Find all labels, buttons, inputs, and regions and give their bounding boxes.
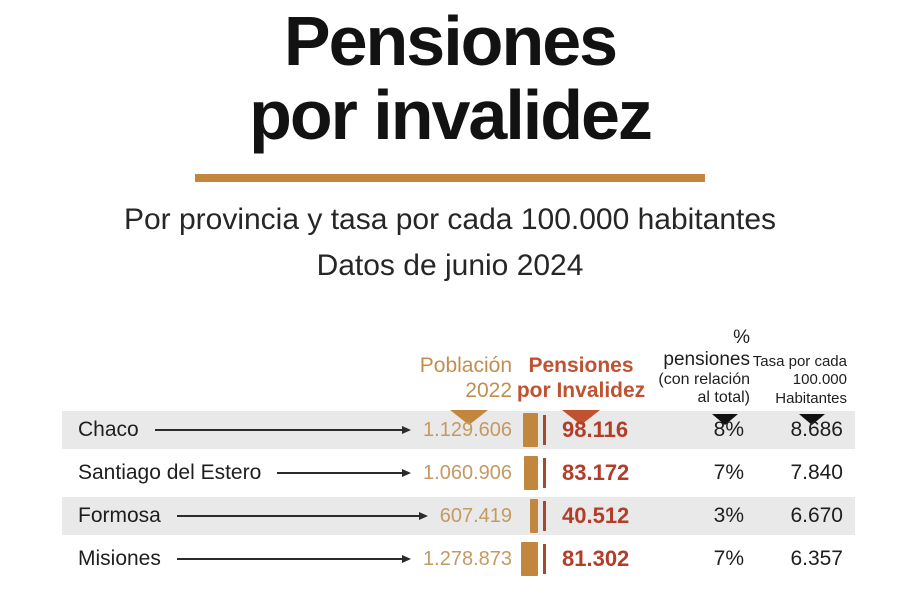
pensions-value: 81.302	[562, 546, 630, 572]
table-row-santiago-del-estero: Santiago del Estero 1.060.906 83.172 7% …	[62, 454, 855, 492]
population-bar-cell	[512, 540, 538, 578]
province-cell: Santiago del Estero 1.060.906	[62, 454, 512, 492]
column-header-percent: % pensiones (con relación al total)	[650, 327, 750, 425]
pointer-arrow-icon	[176, 512, 428, 521]
rate-header-line2: 100.000	[792, 371, 847, 389]
pensions-header-line2: por Invalidez	[516, 379, 646, 403]
pointer-arrow-icon	[176, 555, 412, 564]
population-header-line2: 2022	[465, 379, 512, 403]
population-value: 1.129.606	[423, 418, 512, 441]
title-underline	[195, 174, 705, 183]
pension-tick	[542, 544, 546, 575]
percent-value: 3%	[713, 504, 744, 528]
province-cell: Chaco 1.129.606	[62, 411, 512, 449]
rate-header-line3: Habitantes	[775, 389, 847, 407]
population-bar	[524, 456, 538, 491]
province-name: Formosa	[78, 504, 161, 528]
pensions-header-line1: Pensiones	[528, 354, 634, 378]
province-cell: Formosa 607.419	[62, 497, 512, 535]
rate-value: 6.670	[790, 504, 843, 528]
pointer-arrow-icon	[277, 469, 411, 478]
down-triangle-icon	[712, 413, 738, 425]
population-value: 1.060.906	[423, 461, 512, 484]
population-bar-cell	[512, 454, 538, 492]
table-header-row: Población 2022 Pensiones por Invalidez %…	[62, 327, 855, 425]
rate-value: 7.840	[790, 461, 843, 485]
population-bar-cell	[512, 411, 538, 449]
rate-value: 8.686	[790, 418, 843, 442]
pointer-arrow-icon	[154, 426, 412, 435]
pensions-value: 98.116	[562, 417, 629, 443]
province-name: Misiones	[78, 547, 161, 571]
title-line-1: Pensiones	[283, 2, 618, 80]
percent-header-line1: % pensiones	[663, 327, 750, 371]
percent-value: 7%	[713, 461, 744, 485]
percent-value: 7%	[713, 547, 744, 571]
province-cell: Misiones 1.278.873	[62, 540, 512, 578]
rate-header-line1: Tasa por cada	[752, 352, 847, 370]
percent-value: 8%	[713, 418, 744, 442]
pension-line-cell	[538, 411, 550, 449]
table-row-chaco: Chaco 1.129.606 98.116 8% 8.686	[62, 411, 855, 450]
pension-tick	[542, 501, 546, 532]
pensions-table: Población 2022 Pensiones por Invalidez %…	[62, 327, 855, 578]
down-triangle-icon	[562, 409, 600, 425]
title-line-2: por invalidez	[249, 76, 653, 155]
page-title: Pensiones por invalidez	[0, 2, 900, 155]
column-header-rate: Tasa por cada 100.000 Habitantes	[750, 327, 855, 425]
province-name: Santiago del Estero	[78, 461, 262, 485]
column-header-pensions: Pensiones por Invalidez	[512, 327, 650, 425]
pensions-value: 40.512	[562, 503, 630, 529]
population-bar	[530, 499, 538, 534]
pension-tick	[542, 415, 546, 446]
pension-tick	[542, 458, 546, 489]
province-name: Chaco	[78, 418, 139, 442]
population-value: 1.278.873	[423, 547, 512, 570]
table-row-misiones: Misiones 1.278.873 81.302 7% 6.357	[62, 540, 855, 578]
pension-line-cell	[538, 540, 550, 578]
population-bar	[523, 413, 538, 448]
population-bar-cell	[512, 497, 538, 535]
subtitle-date: Datos de junio 2024	[316, 249, 584, 283]
down-triangle-icon	[799, 413, 825, 425]
column-header-population: Población 2022	[412, 327, 512, 425]
pensions-infographic: Pensiones por invalidez Por provincia y …	[0, 4, 900, 600]
population-header-line1: Población	[419, 354, 512, 378]
subtitle-provinces: Por provincia y tasa por cada 100.000 ha…	[123, 203, 777, 237]
population-value: 607.419	[439, 504, 512, 527]
pension-line-cell	[538, 454, 550, 492]
table-row-formosa: Formosa 607.419 40.512 3% 6.670	[62, 497, 855, 536]
rate-value: 6.357	[790, 547, 843, 571]
pension-line-cell	[538, 497, 550, 535]
percent-header-line3: al total)	[697, 389, 750, 407]
population-bar	[521, 542, 538, 577]
percent-header-line2: (con relación	[658, 371, 750, 389]
pensions-value: 83.172	[562, 460, 630, 486]
down-triangle-icon	[450, 409, 488, 425]
